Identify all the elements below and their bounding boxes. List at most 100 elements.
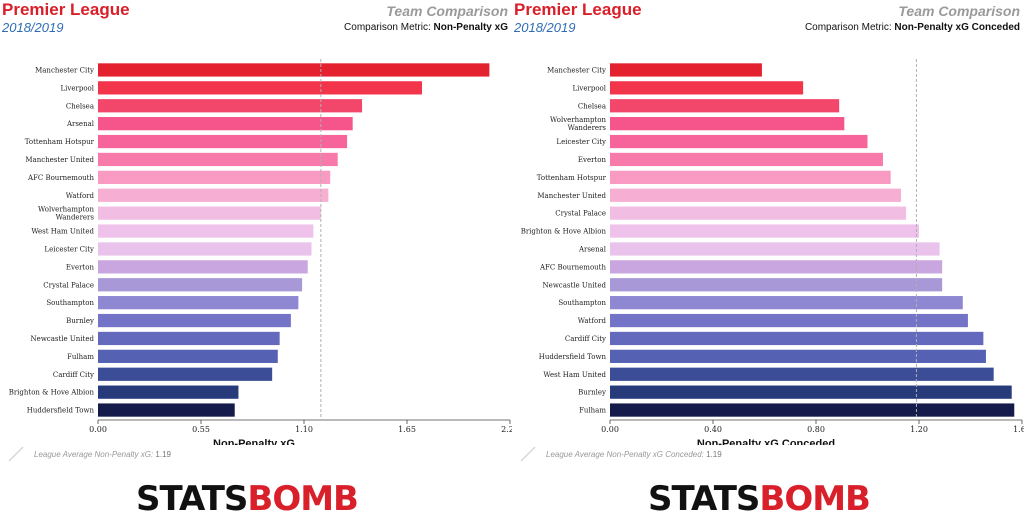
category-label: Brighton & Hove Albion: [521, 228, 607, 236]
category-label: Manchester United: [537, 192, 606, 200]
category-label: Huddersfield Town: [539, 353, 607, 361]
comparison-title: Team Comparison: [898, 3, 1020, 19]
category-label: Burnley: [66, 317, 94, 325]
logo-stats: STATS: [648, 479, 760, 519]
x-tick-label: 1.60: [1013, 425, 1024, 434]
logo-stats: STATS: [136, 479, 248, 519]
bar-cardiff-city: [98, 367, 273, 381]
bar-burnley: [98, 313, 291, 328]
category-label: Crystal Palace: [43, 281, 94, 289]
panel-npxg-conceded: Premier League 2018/2019 Team Comparison…: [512, 0, 1024, 525]
category-label: Liverpool: [61, 84, 95, 92]
average-line-icon: [8, 446, 24, 462]
category-label: Leicester City: [556, 138, 606, 146]
category-label: Tottenham Hotspur: [25, 138, 95, 146]
category-label: Burnley: [578, 389, 606, 397]
bar-west-ham-united: [98, 224, 314, 238]
bar-tottenham-hotspur: [610, 170, 891, 184]
average-note: League Average Non-Penalty xG: 1.19: [34, 450, 171, 459]
category-label: Crystal Palace: [555, 210, 606, 218]
average-value: 1.19: [706, 450, 722, 459]
metric-prefix: Comparison Metric:: [344, 22, 431, 33]
bar-southampton: [610, 296, 963, 310]
category-label: Watford: [578, 317, 607, 325]
category-label: Southampton: [46, 299, 94, 307]
bar-arsenal: [98, 117, 353, 131]
bar-chelsea: [610, 99, 840, 113]
category-label: Newcastle United: [543, 281, 607, 289]
panel-npxg: Premier League 2018/2019 Team Comparison…: [2, 0, 512, 519]
comparison-metric: Comparison Metric: Non-Penalty xG: [344, 22, 508, 33]
average-label: League Average Non-Penalty xG:: [34, 450, 154, 459]
category-label: Fulham: [579, 407, 606, 415]
league-title: Premier League: [514, 0, 642, 19]
bar-newcastle-united: [98, 331, 280, 346]
bar-chart-npxg: Manchester City Liverpool Chelsea Arsenal To…: [9, 59, 512, 445]
bar-liverpool: [610, 81, 804, 95]
category-label: AFC Bournemouth: [27, 174, 95, 182]
bar-leicester-city: [610, 134, 868, 149]
bar-tottenham-hotspur: [98, 134, 348, 149]
category-label: Brighton & Hove Albion: [9, 389, 95, 397]
comparison-metric: Comparison Metric: Non-Penalty xG Conced…: [805, 22, 1020, 33]
category-label: Southampton: [558, 299, 606, 307]
statsbomb-logo: STATSBOMB: [648, 479, 871, 519]
bar-crystal-palace: [610, 206, 907, 220]
category-label: Fulham: [67, 353, 94, 361]
bar-chart-npxg-conceded: Manchester City Liverpool Chelsea Wolverham…: [521, 59, 1024, 445]
bar-wolverhampton-wanderers: [610, 117, 845, 131]
bar-fulham: [98, 349, 278, 363]
x-tick-label: 0.40: [704, 425, 722, 434]
metric-prefix: Comparison Metric:: [804, 22, 892, 33]
bar-manchester-city: [610, 63, 762, 77]
bar-afc-bournemouth: [610, 260, 943, 274]
category-label: Manchester City: [547, 66, 606, 74]
bar-cardiff-city: [610, 331, 984, 346]
league-title: Premier League: [2, 0, 130, 19]
metric-name: Non-Penalty xG: [433, 22, 508, 33]
bar-fulham: [610, 403, 1015, 417]
category-label: Wolverhampton Wanderers: [38, 206, 94, 222]
bar-brighton-and-hove-albion: [98, 385, 239, 399]
comparison-title: Team Comparison: [386, 3, 508, 19]
category-label: Tottenham Hotspur: [537, 174, 607, 182]
category-label: AFC Bournemouth: [539, 263, 607, 271]
category-label: Arsenal: [66, 120, 95, 128]
bar-everton: [610, 152, 883, 167]
bar-newcastle-united: [610, 278, 943, 292]
bar-burnley: [610, 385, 1012, 399]
category-label: Cardiff City: [565, 335, 606, 343]
bar-chelsea: [98, 99, 363, 113]
category-label: Manchester City: [35, 66, 94, 74]
bar-wolverhampton-wanderers: [98, 206, 321, 220]
x-tick-label: 0.00: [601, 425, 619, 434]
x-tick-label: 2.20: [501, 425, 512, 434]
x-tick-label: 0.00: [89, 425, 107, 434]
logo-bomb: BOMB: [247, 479, 359, 519]
bar-huddersfield-town: [98, 403, 235, 417]
bar-crystal-palace: [98, 278, 303, 292]
category-label: Newcastle United: [31, 335, 95, 343]
category-label: Everton: [578, 156, 607, 164]
category-label: Everton: [66, 263, 95, 271]
x-tick-label: 0.80: [807, 425, 825, 434]
logo-bomb: BOMB: [759, 479, 871, 519]
category-label: Leicester City: [44, 245, 94, 253]
x-axis-label: Non-Penalty xG: [213, 438, 295, 445]
category-label: Wolverhampton Wanderers: [550, 116, 606, 132]
bar-west-ham-united: [610, 367, 994, 381]
bar-manchester-city: [98, 63, 490, 77]
category-label: West Ham United: [31, 228, 94, 236]
bar-manchester-united: [610, 188, 901, 202]
bar-huddersfield-town: [610, 349, 986, 363]
metric-name: Non-Penalty xG Conceded: [894, 22, 1020, 33]
x-axis-label: Non-Penalty xG Conceded: [697, 438, 835, 445]
x-tick-label: 1.10: [295, 425, 313, 434]
bar-watford: [610, 313, 968, 328]
category-label: Arsenal: [578, 245, 607, 253]
category-label: Chelsea: [578, 102, 606, 110]
category-label: Chelsea: [66, 102, 94, 110]
bar-arsenal: [610, 242, 940, 256]
category-label: Watford: [66, 192, 95, 200]
season-label: 2018/2019: [2, 20, 64, 35]
